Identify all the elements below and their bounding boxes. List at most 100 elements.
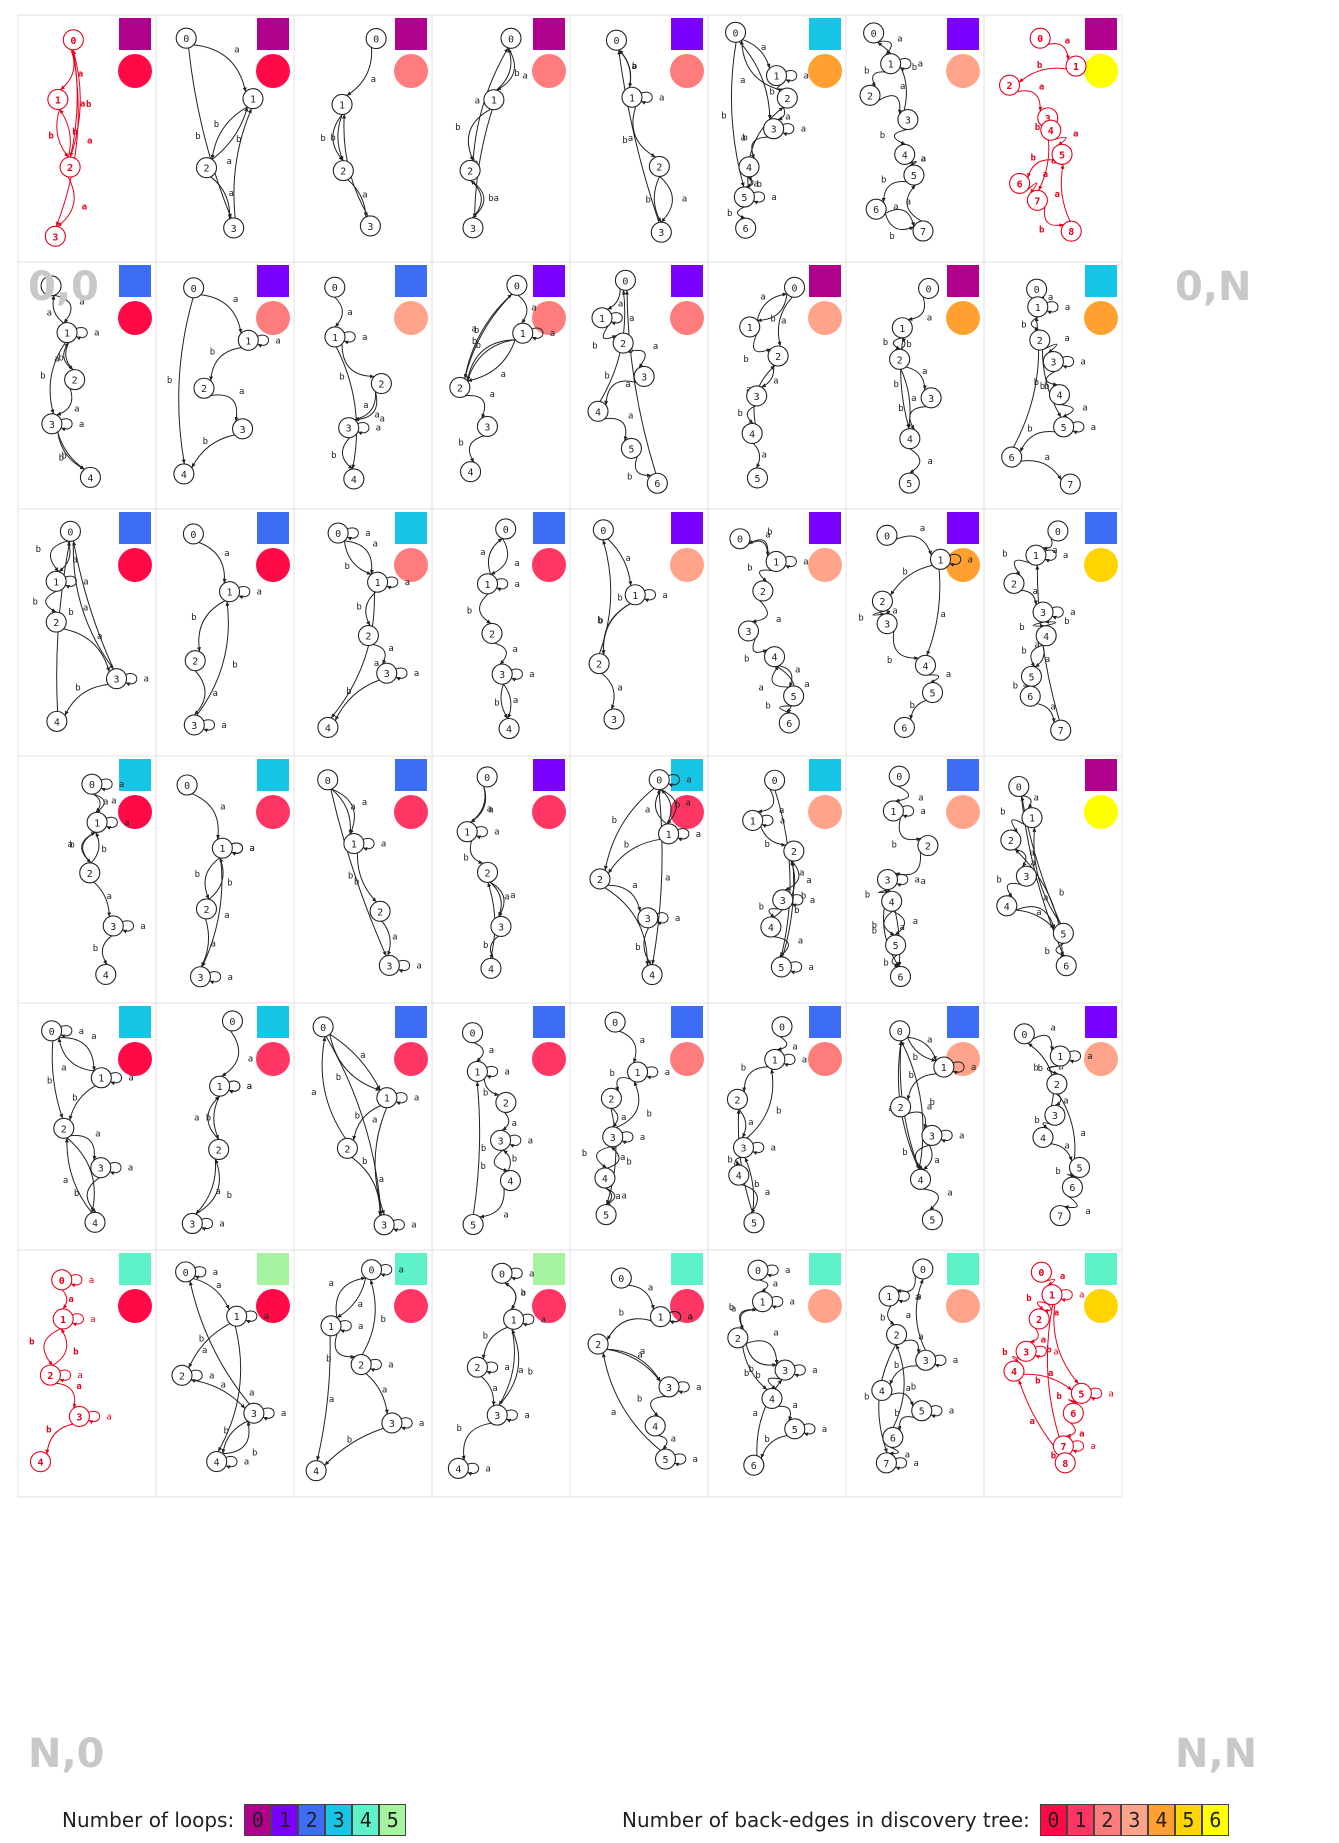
transition-label: a — [640, 1347, 645, 1357]
state-node: 5 — [1020, 665, 1043, 687]
transition-label: b — [883, 338, 888, 348]
back-edges-indicator-circle — [256, 54, 290, 88]
self-loop-label: a — [696, 1383, 701, 1393]
transition-label: a — [918, 1332, 923, 1342]
state-node: 2 — [752, 580, 774, 602]
transition-label: b — [911, 1383, 916, 1393]
transition-label: b — [864, 1393, 869, 1403]
self-loop-label: a — [264, 1312, 269, 1322]
transition-edge — [200, 294, 243, 334]
transition-label: a — [1039, 82, 1044, 92]
state-label: 1 — [1035, 303, 1041, 314]
transition-label: a — [927, 313, 932, 323]
state-label: 4 — [506, 725, 512, 736]
state-node: 0 — [476, 766, 498, 788]
state-node: 2 — [783, 840, 805, 862]
loops-indicator-square — [119, 265, 151, 297]
transition-label: b — [930, 1098, 935, 1108]
state-label: 1 — [599, 314, 605, 325]
transition-label: b — [1044, 382, 1049, 392]
transition-label: b — [764, 1435, 769, 1445]
self-loop-edge — [400, 1417, 413, 1431]
state-node: 5 — [595, 1204, 617, 1226]
transition-label: b — [582, 1149, 587, 1159]
transition-edge — [483, 1078, 500, 1097]
state-node: 0 — [605, 29, 628, 51]
loops-indicator-square — [1085, 18, 1117, 50]
state-node: 1 — [86, 811, 108, 833]
state-node: 1 — [1049, 1045, 1071, 1067]
transition-label: b — [894, 380, 899, 390]
transition-edge — [601, 672, 615, 710]
loops-indicator-square — [809, 512, 841, 544]
state-label: 5 — [1028, 672, 1034, 683]
transition-edge — [221, 1030, 240, 1077]
loops-indicator-square — [395, 18, 427, 50]
back-edges-indicator-circle — [532, 548, 566, 582]
transition-label: a — [194, 1113, 199, 1123]
state-label: 3 — [641, 372, 647, 383]
transition-label: b — [1033, 1063, 1038, 1073]
transition-edge — [1043, 1303, 1052, 1313]
self-loop-label: a — [529, 1269, 534, 1279]
state-node: 1 — [752, 1291, 774, 1313]
state-label: 3 — [1052, 1111, 1058, 1122]
transition-edge — [872, 610, 886, 617]
state-label: 2 — [485, 868, 491, 879]
transition-label: b — [1002, 550, 1007, 560]
state-node: 2 — [589, 868, 611, 890]
transition-label: a — [374, 410, 379, 420]
state-label: 3 — [928, 394, 934, 405]
self-loop-label: a — [1091, 423, 1096, 433]
self-loop-edge — [531, 327, 544, 341]
state-node: 1 — [367, 571, 389, 593]
transition-label: a — [1079, 1430, 1084, 1440]
state-node: 3 — [1015, 865, 1037, 887]
transition-label: a — [1064, 1141, 1069, 1151]
state-label: 2 — [1036, 1315, 1042, 1326]
back-edges-indicator-circle — [670, 54, 704, 88]
state-node: 4 — [1048, 384, 1071, 406]
state-label: 0 — [1016, 782, 1022, 793]
transition-edge — [885, 209, 915, 227]
state-label: 5 — [1060, 929, 1066, 940]
back-edges-indicator-circle — [670, 548, 704, 582]
transition-label: a — [632, 881, 637, 891]
state-node: 0 — [324, 276, 346, 298]
transition-label: a — [68, 1295, 73, 1305]
state-label: 7 — [1057, 1212, 1063, 1223]
back-edges-swatch-5: 5 — [1174, 1804, 1202, 1836]
transition-edge — [1019, 430, 1056, 453]
state-node: 2 — [859, 84, 881, 106]
state-node: 4 — [641, 963, 663, 986]
transition-edge — [777, 296, 793, 347]
self-loop-edge — [1090, 1387, 1103, 1401]
state-label: 2 — [1037, 336, 1043, 347]
state-node: 4 — [909, 1168, 932, 1190]
back-edges-indicator-circle — [1084, 795, 1118, 829]
back-edges-indicator-circle — [394, 1042, 428, 1076]
transition-label: b — [227, 879, 232, 889]
state-node: 3 — [737, 620, 760, 642]
transition-edge — [1017, 90, 1043, 112]
transition-edge — [93, 881, 112, 917]
self-loop-label: a — [949, 1407, 954, 1417]
transition-label: a — [103, 798, 108, 808]
self-loop-edge — [640, 91, 653, 105]
self-loop-label: a — [971, 1063, 976, 1073]
state-node: 1 — [331, 93, 353, 115]
self-loop-edge — [228, 1080, 241, 1094]
state-node: 4 — [763, 646, 786, 668]
transition-label: a — [1030, 858, 1035, 868]
self-loop-label: a — [405, 578, 410, 588]
state-node: 1 — [1021, 807, 1043, 829]
self-loop-edge — [100, 778, 113, 792]
transition-edge — [49, 342, 66, 415]
transition-edge — [776, 1035, 788, 1051]
state-label: 3 — [1050, 358, 1056, 369]
transition-label: b — [727, 209, 732, 219]
state-node: 3 — [373, 1214, 395, 1236]
